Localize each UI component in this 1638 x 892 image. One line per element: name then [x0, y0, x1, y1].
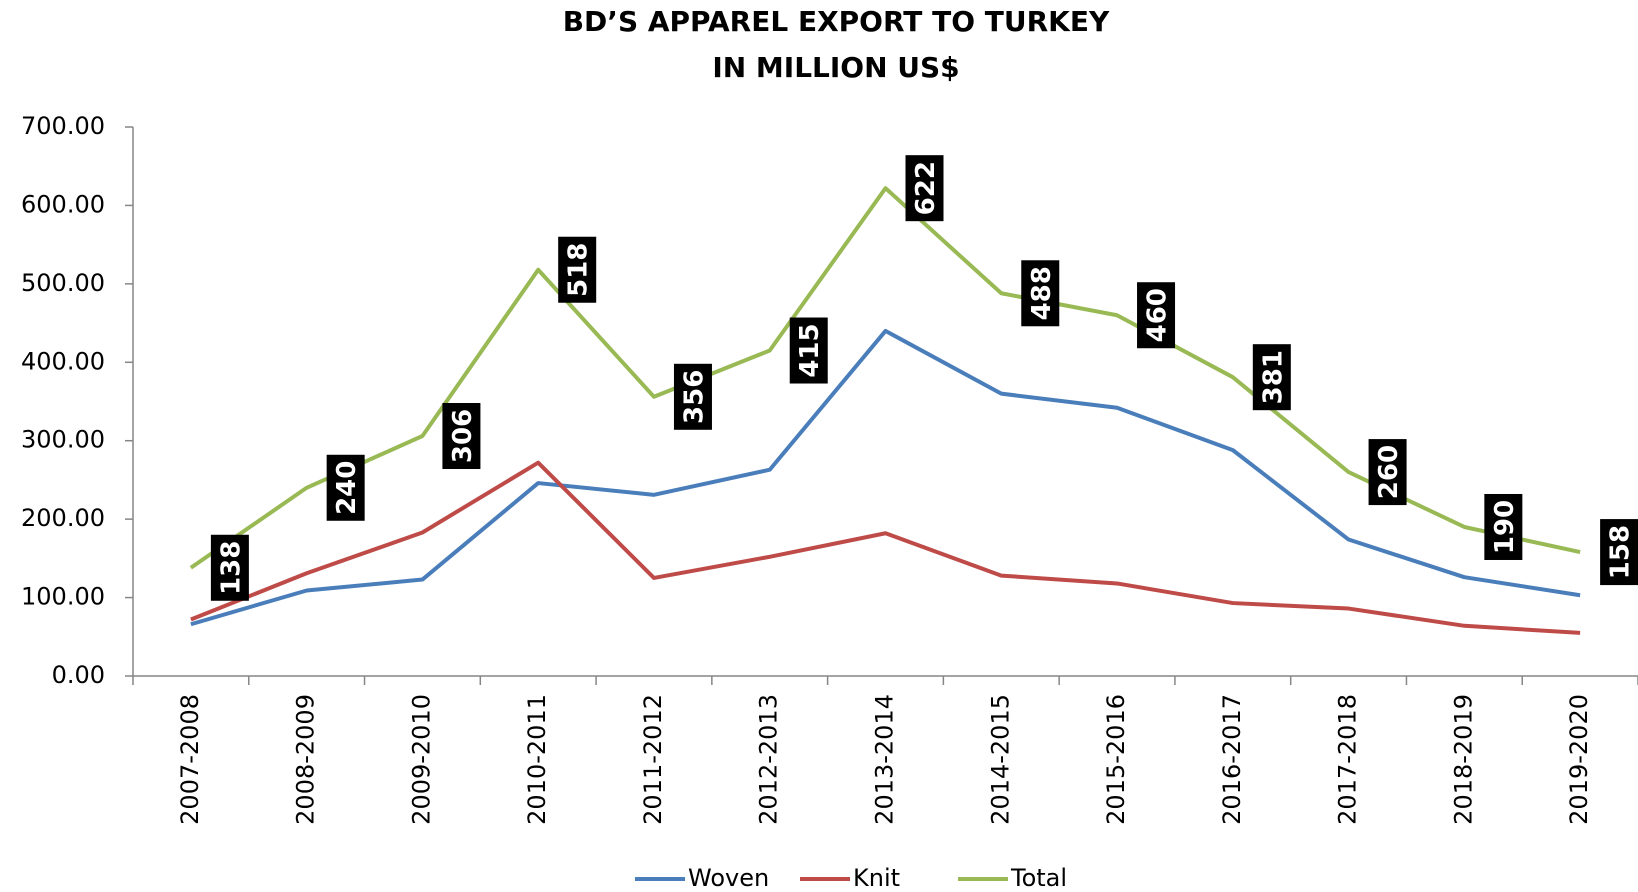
x-tick-label: 2013-2014: [871, 694, 899, 825]
data-label-box: [558, 236, 597, 303]
data-label: 356: [679, 370, 709, 424]
series-line: [190, 328, 1581, 627]
data-label: 488: [1027, 266, 1057, 320]
data-label: 381: [1258, 350, 1288, 404]
x-tick-label: 2010-2011: [523, 694, 551, 825]
series-line: [190, 460, 1581, 635]
y-tick-label: 300.00: [21, 426, 105, 454]
data-label: 190: [1490, 500, 1520, 554]
data-label: 415: [795, 323, 825, 377]
data-label: 622: [911, 161, 941, 215]
data-label: 460: [1143, 288, 1173, 342]
legend-label: Knit: [853, 864, 900, 892]
data-label: 240: [332, 461, 362, 515]
y-tick-label: 700.00: [21, 112, 105, 140]
chart-subtitle: IN MILLION US$: [712, 51, 959, 84]
series-line: [189, 186, 1581, 570]
data-label-box: [210, 534, 249, 601]
data-label-box: [905, 155, 944, 222]
data-label: 518: [564, 243, 594, 297]
data-label-box: [1484, 493, 1523, 560]
legend-label: Woven: [688, 864, 769, 892]
data-label-box: [1600, 519, 1638, 586]
x-tick-label: 2011-2012: [639, 694, 667, 825]
y-tick-label: 500.00: [21, 269, 105, 297]
data-label: 158: [1606, 525, 1636, 579]
x-tick-label: 2019-2020: [1565, 694, 1593, 825]
y-tick-label: 600.00: [21, 190, 105, 218]
x-tick-label: 2009-2010: [407, 694, 435, 825]
y-tick-label: 100.00: [21, 583, 105, 611]
x-tick-label: 2007-2008: [176, 694, 204, 825]
x-tick-label: 2018-2019: [1449, 694, 1477, 825]
x-tick-label: 2016-2017: [1218, 694, 1246, 825]
data-label-box: [673, 363, 712, 430]
x-tick-label: 2012-2013: [755, 694, 783, 825]
data-label: 138: [216, 541, 246, 595]
y-tick-label: 200.00: [21, 504, 105, 532]
x-tick-label: 2017-2018: [1334, 694, 1362, 825]
data-label-box: [789, 317, 828, 384]
chart-title: BD’S APPAREL EXPORT TO TURKEY: [563, 5, 1110, 38]
data-label-box: [1368, 439, 1407, 506]
x-tick-label: 2014-2015: [986, 694, 1014, 825]
legend-label: Total: [1010, 864, 1067, 892]
x-tick-label: 2015-2016: [1102, 694, 1130, 825]
data-label-box: [1252, 344, 1291, 411]
y-tick-label: 400.00: [21, 347, 105, 375]
data-label-box: [1021, 260, 1060, 327]
data-label: 260: [1374, 445, 1404, 499]
y-tick-label: 0.00: [52, 661, 105, 689]
data-label-box: [1137, 282, 1176, 349]
data-label: 306: [448, 409, 478, 463]
data-label-box: [442, 403, 481, 470]
data-label-box: [326, 454, 365, 521]
x-tick-label: 2008-2009: [292, 694, 320, 825]
